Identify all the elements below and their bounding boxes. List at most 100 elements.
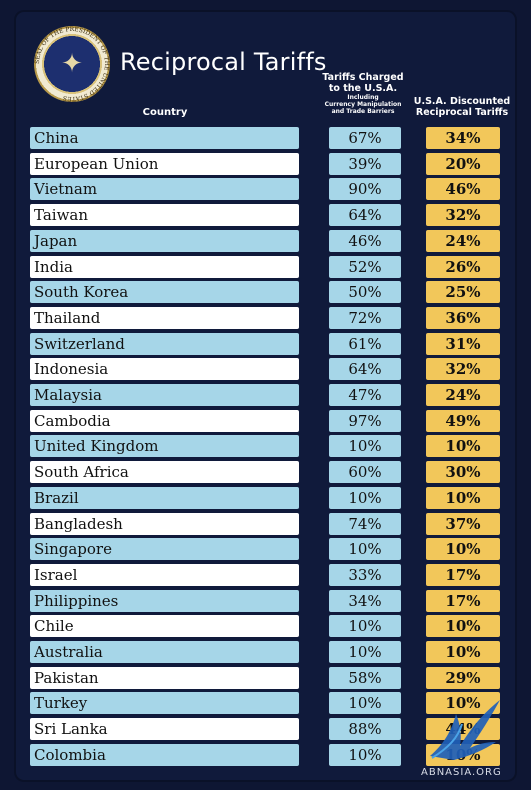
- discounted-tariff-cell: 24%: [426, 230, 500, 252]
- discounted-tariff-cell: 10%: [426, 641, 500, 663]
- discounted-tariff-cell: 17%: [426, 564, 500, 586]
- presidential-seal: SEAL OF THE PRESIDENT OF THE UNITED STAT…: [34, 26, 110, 102]
- header-charged-line2: to the U.S.A.: [328, 83, 398, 94]
- discounted-tariff-cell: 24%: [426, 384, 500, 406]
- table-row: Philippines 34% 17%: [30, 590, 500, 612]
- country-cell: Indonesia: [30, 358, 299, 380]
- table-row: Cambodia 97% 49%: [30, 410, 500, 432]
- tariff-charged-cell: 58%: [329, 667, 401, 689]
- country-cell: India: [30, 256, 299, 278]
- discounted-tariff-cell: 29%: [426, 667, 500, 689]
- table-row: South Africa 60% 30%: [30, 461, 500, 483]
- column-header-tariffs-charged: Tariffs Charged to the U.S.A. Including …: [318, 72, 408, 115]
- watermark-text: ABNASIA.ORG: [421, 767, 502, 778]
- tariff-charged-cell: 50%: [329, 281, 401, 303]
- country-cell: Japan: [30, 230, 299, 252]
- table-row: India 52% 26%: [30, 256, 500, 278]
- country-cell: Switzerland: [30, 333, 299, 355]
- table-row: Australia 10% 10%: [30, 641, 500, 663]
- table-row: Japan 46% 24%: [30, 230, 500, 252]
- discounted-tariff-cell: 25%: [426, 281, 500, 303]
- tariff-charged-cell: 64%: [329, 358, 401, 380]
- discounted-tariff-cell: 10%: [426, 615, 500, 637]
- column-header-discounted: U.S.A. Discounted Reciprocal Tariffs: [412, 96, 512, 118]
- tariff-charged-cell: 74%: [329, 513, 401, 535]
- discounted-tariff-cell: 32%: [426, 358, 500, 380]
- country-cell: South Korea: [30, 281, 299, 303]
- discounted-tariff-cell: 10%: [426, 692, 500, 714]
- header-charged-sub2: Currency Manipulation: [324, 101, 402, 108]
- country-cell: Sri Lanka: [30, 718, 299, 740]
- country-cell: United Kingdom: [30, 435, 299, 457]
- tariff-charged-cell: 10%: [329, 487, 401, 509]
- header-disc-line2: Reciprocal Tariffs: [415, 107, 509, 118]
- tariff-charged-cell: 10%: [329, 538, 401, 560]
- tariff-charged-cell: 64%: [329, 204, 401, 226]
- tariff-charged-cell: 34%: [329, 590, 401, 612]
- table-row: Indonesia 64% 32%: [30, 358, 500, 380]
- country-cell: Taiwan: [30, 204, 299, 226]
- country-cell: Vietnam: [30, 178, 299, 200]
- country-cell: Australia: [30, 641, 299, 663]
- page-title: Reciprocal Tariffs: [120, 48, 327, 76]
- country-cell: Singapore: [30, 538, 299, 560]
- table-row: Pakistan 58% 29%: [30, 667, 500, 689]
- tariff-charged-cell: 60%: [329, 461, 401, 483]
- tariff-charged-cell: 33%: [329, 564, 401, 586]
- tariff-charged-cell: 88%: [329, 718, 401, 740]
- country-cell: Malaysia: [30, 384, 299, 406]
- tariff-charged-cell: 10%: [329, 435, 401, 457]
- table-row: United Kingdom 10% 10%: [30, 435, 500, 457]
- table-row: Brazil 10% 10%: [30, 487, 500, 509]
- country-cell: Bangladesh: [30, 513, 299, 535]
- tariff-charged-cell: 47%: [329, 384, 401, 406]
- country-cell: Pakistan: [30, 667, 299, 689]
- discounted-tariff-cell: 20%: [426, 153, 500, 175]
- discounted-tariff-cell: 17%: [426, 590, 500, 612]
- table-row: China 67% 34%: [30, 127, 500, 149]
- bird-logo-icon: [430, 700, 500, 760]
- country-cell: Philippines: [30, 590, 299, 612]
- tariff-charged-cell: 72%: [329, 307, 401, 329]
- header-charged-sub1: Including: [347, 94, 379, 101]
- table-row: Malaysia 47% 24%: [30, 384, 500, 406]
- table-row: Singapore 10% 10%: [30, 538, 500, 560]
- header-charged-sub3: and Trade Barriers: [331, 108, 395, 115]
- discounted-tariff-cell: 10%: [426, 435, 500, 457]
- table-row: Turkey 10% 10%: [30, 692, 500, 714]
- eagle-seal-icon: ✦: [61, 49, 83, 79]
- header-charged-line1: Tariffs Charged: [322, 72, 404, 83]
- tariff-charged-cell: 97%: [329, 410, 401, 432]
- table-row: Vietnam 90% 46%: [30, 178, 500, 200]
- tariff-charged-cell: 39%: [329, 153, 401, 175]
- tariff-charged-cell: 10%: [329, 615, 401, 637]
- seal-ring-icon: SEAL OF THE PRESIDENT OF THE UNITED STAT…: [34, 26, 110, 102]
- column-header-country: Country: [142, 107, 188, 118]
- table-row: Taiwan 64% 32%: [30, 204, 500, 226]
- tariff-charged-cell: 10%: [329, 641, 401, 663]
- tariff-charged-cell: 61%: [329, 333, 401, 355]
- discounted-tariff-cell: 46%: [426, 178, 500, 200]
- discounted-tariff-cell: 10%: [426, 487, 500, 509]
- country-cell: European Union: [30, 153, 299, 175]
- header-disc-line1: U.S.A. Discounted: [413, 96, 511, 107]
- country-cell: Turkey: [30, 692, 299, 714]
- discounted-tariff-cell: 32%: [426, 204, 500, 226]
- discounted-tariff-cell: 37%: [426, 513, 500, 535]
- country-cell: Brazil: [30, 487, 299, 509]
- table-row: Israel 33% 17%: [30, 564, 500, 586]
- discounted-tariff-cell: 26%: [426, 256, 500, 278]
- tariff-charged-cell: 10%: [329, 692, 401, 714]
- discounted-tariff-cell: 31%: [426, 333, 500, 355]
- tariff-charged-cell: 46%: [329, 230, 401, 252]
- tariff-charged-cell: 67%: [329, 127, 401, 149]
- table-row: Thailand 72% 36%: [30, 307, 500, 329]
- tariff-charged-cell: 10%: [329, 744, 401, 766]
- table-row: European Union 39% 20%: [30, 153, 500, 175]
- discounted-tariff-cell: 36%: [426, 307, 500, 329]
- country-cell: Colombia: [30, 744, 299, 766]
- country-cell: South Africa: [30, 461, 299, 483]
- country-cell: China: [30, 127, 299, 149]
- discounted-tariff-cell: 10%: [426, 538, 500, 560]
- table-row: Switzerland 61% 31%: [30, 333, 500, 355]
